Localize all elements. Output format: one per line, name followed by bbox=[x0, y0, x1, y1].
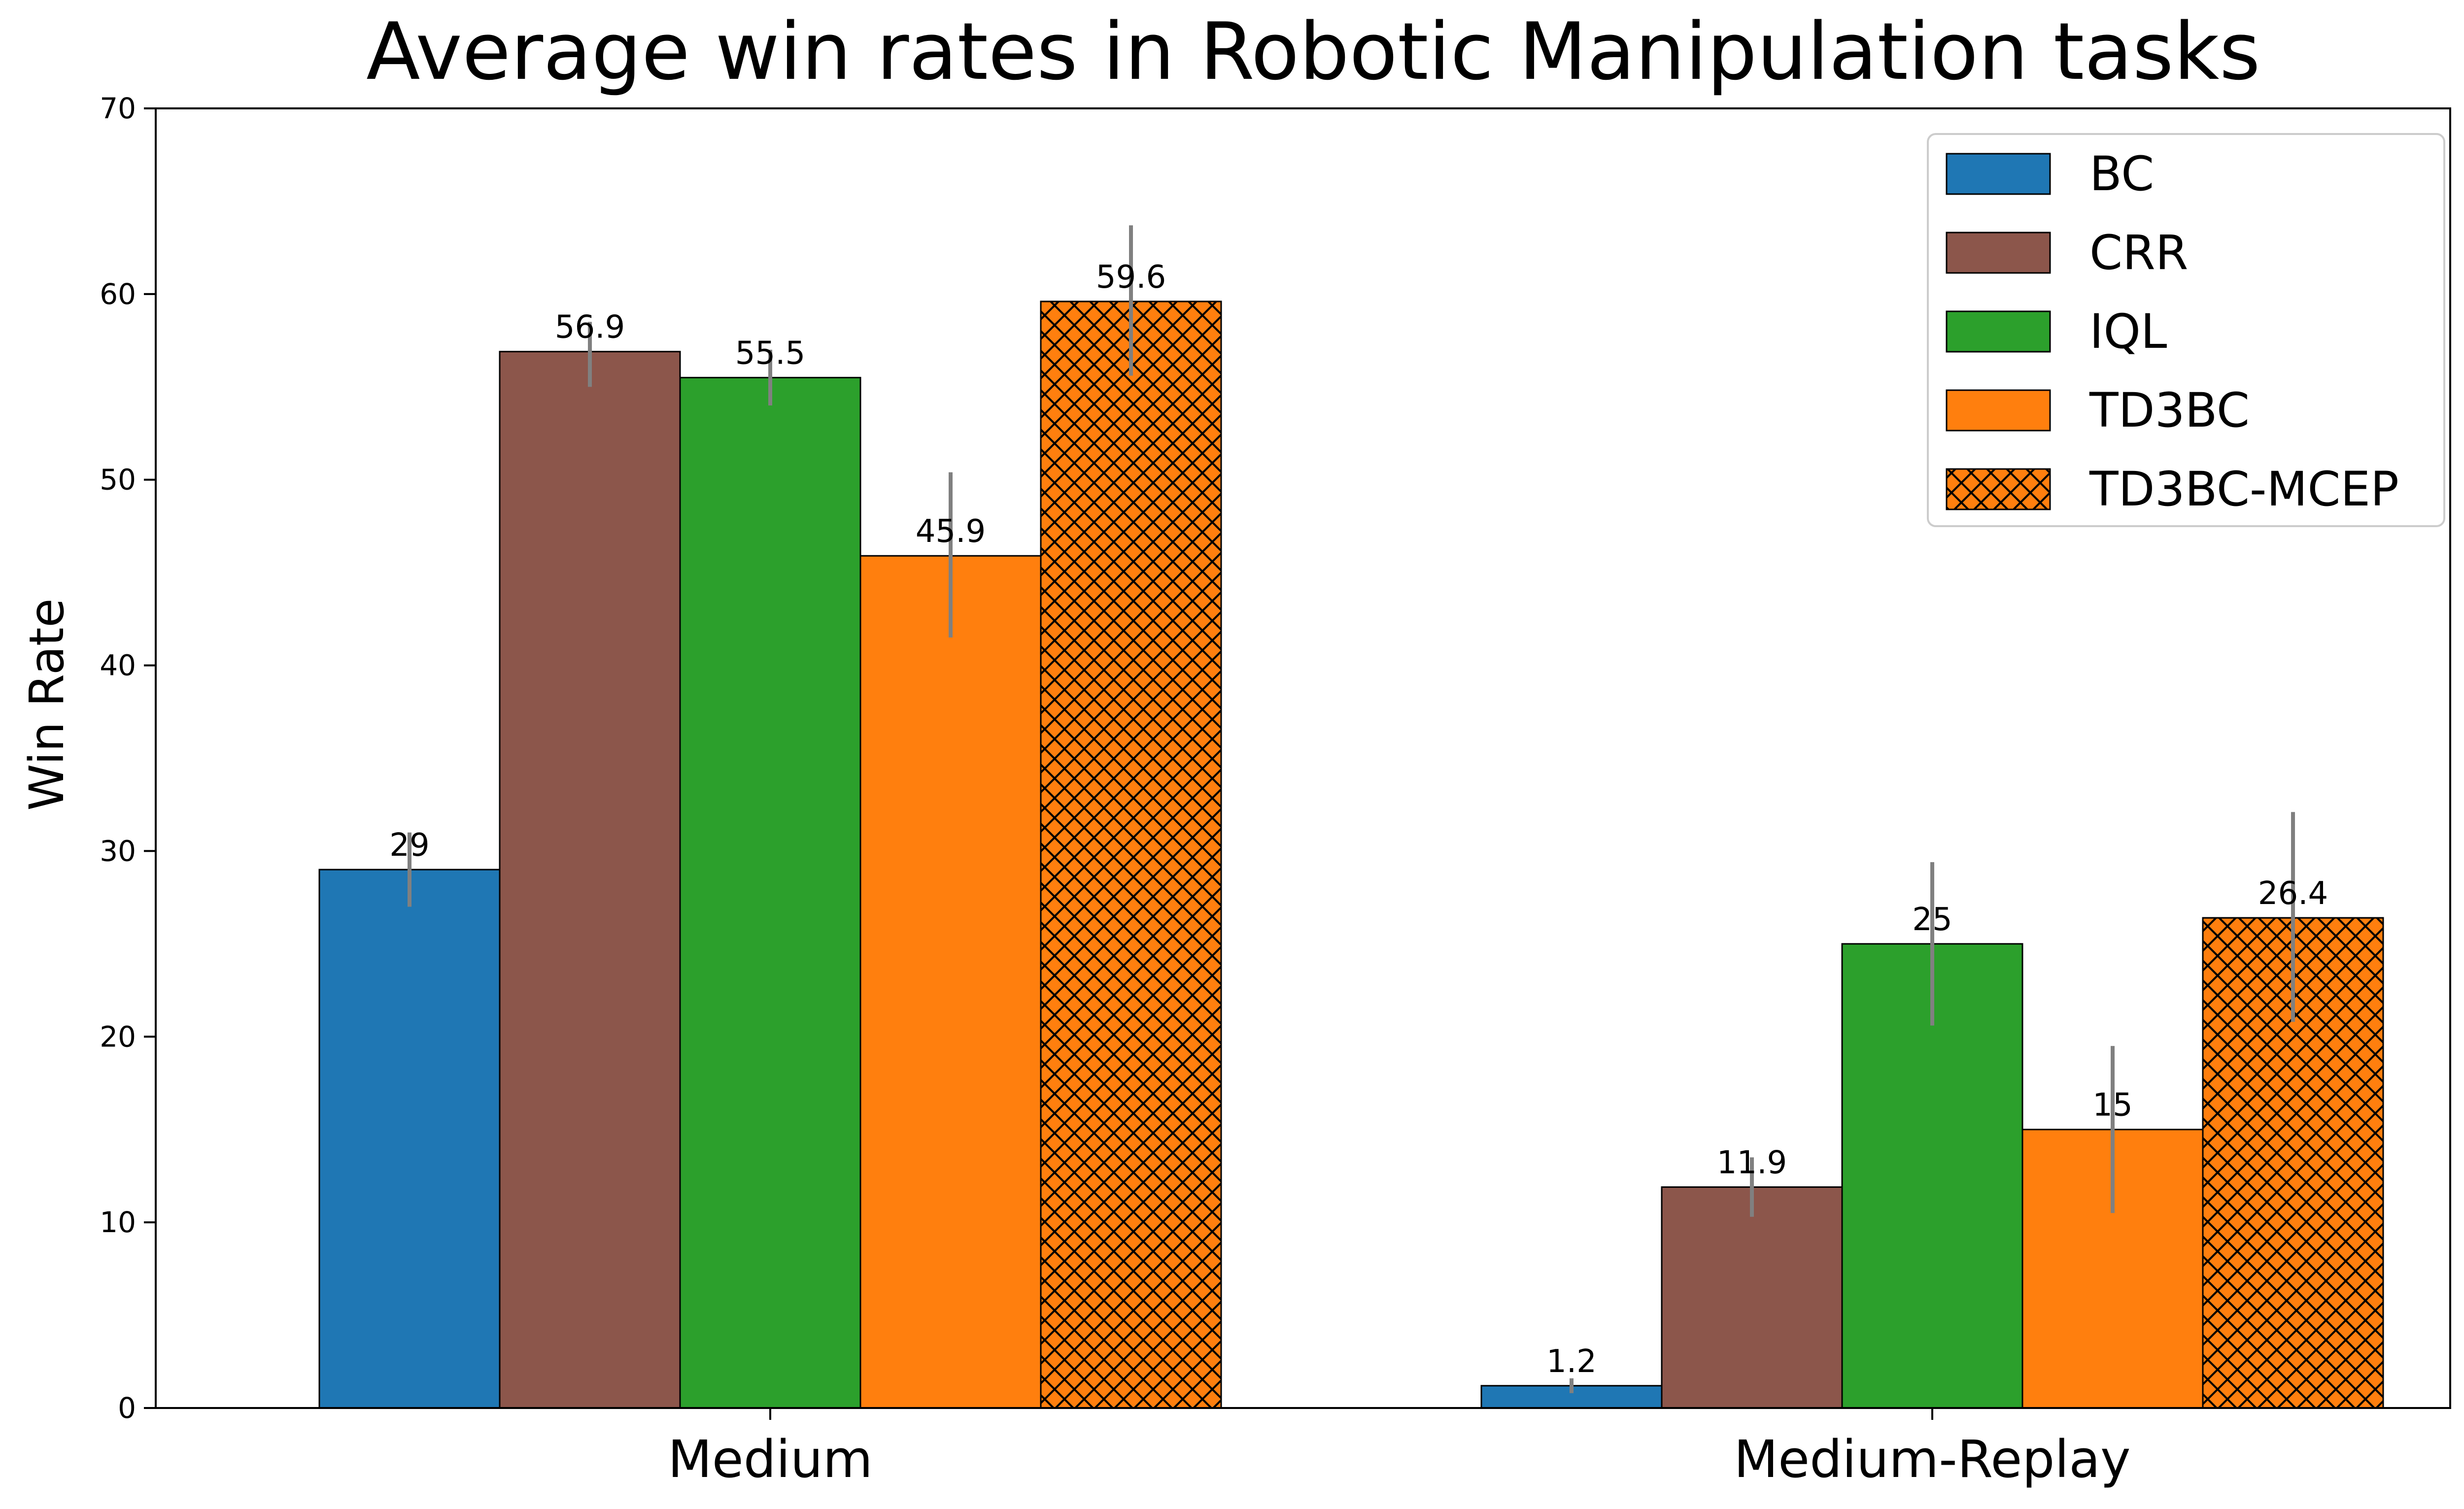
legend-swatch bbox=[1946, 310, 2051, 353]
y-tick-label: 0 bbox=[118, 1391, 136, 1425]
y-tick-label: 40 bbox=[100, 649, 136, 682]
data-label: 56.9 bbox=[555, 309, 625, 346]
legend-label: TD3BC-MCEP bbox=[2089, 462, 2399, 517]
data-label: 26.4 bbox=[2258, 875, 2328, 912]
legend-swatch bbox=[1946, 153, 2051, 195]
legend-label: BC bbox=[2089, 146, 2154, 201]
y-axis-label: Win Rate bbox=[19, 599, 74, 811]
y-tick-label: 50 bbox=[100, 463, 136, 497]
data-label: 15 bbox=[2092, 1087, 2132, 1124]
y-tick-label: 70 bbox=[100, 92, 136, 125]
legend-swatch bbox=[1946, 389, 2051, 432]
legend-label: IQL bbox=[2089, 304, 2167, 359]
data-label: 1.2 bbox=[1546, 1343, 1597, 1380]
data-label: 55.5 bbox=[735, 335, 806, 371]
legend-label: TD3BC bbox=[2089, 383, 2250, 438]
bars bbox=[318, 301, 2384, 1409]
data-label: 45.9 bbox=[916, 513, 986, 550]
legend: BC CRR IQL TD3BC TD3BC-MCEP bbox=[1927, 133, 2445, 527]
bar bbox=[679, 376, 861, 1409]
legend-swatch-hatch bbox=[1946, 468, 2051, 510]
data-label: 11.9 bbox=[1717, 1145, 1787, 1181]
plot-area-frame bbox=[155, 107, 2451, 1409]
axis-ticks: 0 10 20 30 40 50 60 70 Medium Medium-Replay bbox=[100, 92, 2130, 1489]
legend-swatch bbox=[1946, 232, 2051, 274]
y-tick-label: 60 bbox=[100, 277, 136, 311]
bar bbox=[499, 351, 681, 1409]
y-tick-label: 30 bbox=[100, 834, 136, 868]
legend-label: CRR bbox=[2089, 225, 2188, 280]
y-tick-label: 20 bbox=[100, 1020, 136, 1053]
data-label: 29 bbox=[389, 827, 429, 864]
data-label: 25 bbox=[1912, 902, 1952, 938]
y-tick-label: 10 bbox=[100, 1206, 136, 1239]
data-labels: 29 56.9 55.5 45.9 59.6 1.2 11.9 25 15 26.4 bbox=[389, 259, 2328, 1380]
x-tick-label: Medium-Replay bbox=[1734, 1429, 2130, 1489]
bar bbox=[318, 869, 501, 1409]
chart-title: Average win rates in Robotic Manipulatio… bbox=[366, 5, 2260, 98]
bar bbox=[859, 555, 1042, 1409]
bar bbox=[1661, 1186, 1843, 1409]
error-bars bbox=[408, 225, 2295, 1393]
data-label: 59.6 bbox=[1096, 259, 1166, 296]
x-tick-label: Medium bbox=[668, 1429, 873, 1489]
bar-hatch bbox=[1040, 301, 1222, 1409]
legend-box bbox=[1927, 133, 2445, 527]
